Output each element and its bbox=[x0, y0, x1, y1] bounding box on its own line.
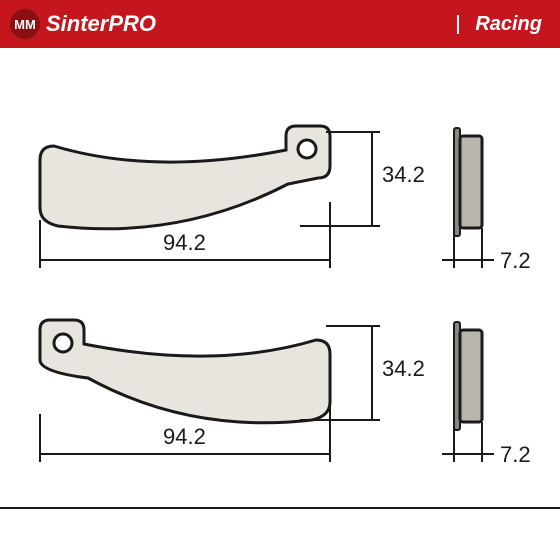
category-label: Racing bbox=[475, 13, 542, 36]
dim-height: 34.2 bbox=[382, 356, 425, 382]
dim-width: 94.2 bbox=[163, 230, 206, 256]
diagram-area: 94.2 34.2 7.2 94.2 34.2 7.2 bbox=[0, 48, 560, 540]
dim-height: 34.2 bbox=[382, 162, 425, 188]
dim-width: 94.2 bbox=[163, 424, 206, 450]
brand-title: SinterPRO bbox=[46, 11, 156, 37]
brand-logo-icon: MM bbox=[10, 9, 40, 39]
dim-thickness: 7.2 bbox=[500, 442, 531, 468]
header-bar: MM SinterPRO Racing bbox=[0, 0, 560, 48]
header-left: MM SinterPRO bbox=[10, 9, 156, 39]
brake-pad-diagram bbox=[0, 48, 560, 540]
dim-thickness: 7.2 bbox=[500, 248, 531, 274]
